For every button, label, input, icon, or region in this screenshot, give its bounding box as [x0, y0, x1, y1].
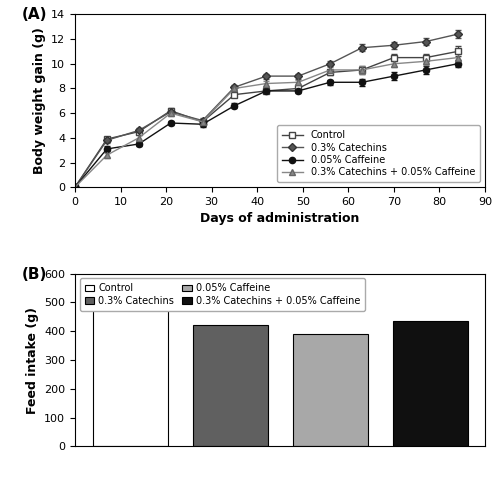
- X-axis label: Days of administration: Days of administration: [200, 213, 360, 226]
- Bar: [392, 321, 468, 446]
- Y-axis label: Body weight gain (g): Body weight gain (g): [32, 27, 46, 174]
- Legend: Control, 0.3% Catechins, 0.05% Caffeine, 0.3% Catechins + 0.05% Caffeine: Control, 0.3% Catechins, 0.05% Caffeine,…: [80, 278, 365, 311]
- Text: (A): (A): [22, 8, 47, 23]
- Text: (B): (B): [22, 267, 47, 282]
- Bar: [292, 334, 368, 446]
- Y-axis label: Feed intake (g): Feed intake (g): [26, 307, 38, 413]
- Bar: [92, 309, 168, 446]
- Legend: Control, 0.3% Catechins, 0.05% Caffeine, 0.3% Catechins + 0.05% Caffeine: Control, 0.3% Catechins, 0.05% Caffeine,…: [277, 125, 480, 182]
- Bar: [192, 325, 268, 446]
